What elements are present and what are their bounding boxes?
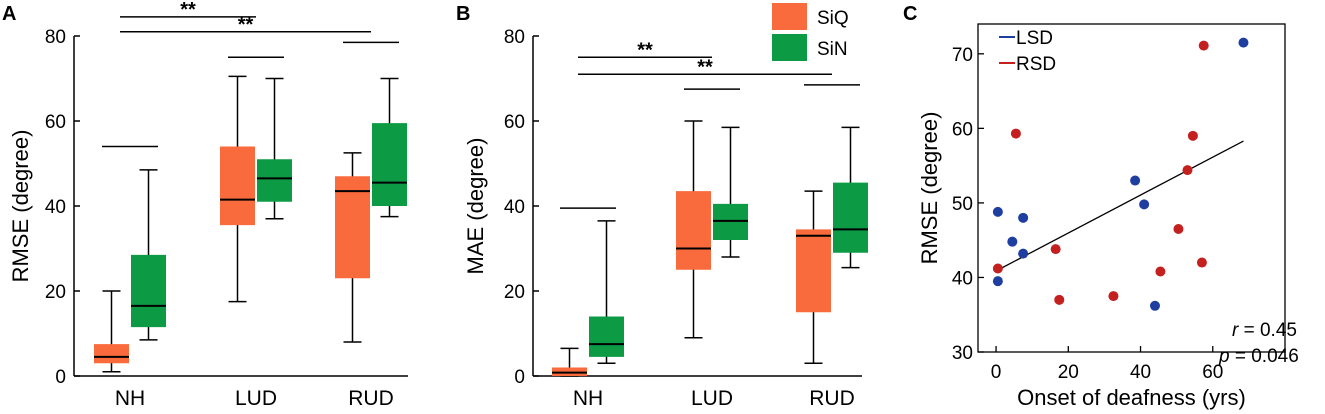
legend-swatch-siq bbox=[772, 3, 807, 30]
a-box-sin bbox=[131, 254, 166, 328]
c-point-rsd bbox=[1173, 224, 1184, 234]
c-x-tick-label: 0 bbox=[991, 362, 1002, 383]
stat-p: p = 0.046 bbox=[1218, 346, 1299, 367]
legend-label-rsd: RSD bbox=[1016, 54, 1056, 75]
c-x-axis-title: Onset of deafness (yrs) bbox=[1017, 385, 1246, 410]
a-y-tick-label: 80 bbox=[45, 27, 66, 48]
b-y-axis-title: MAE (degree) bbox=[463, 138, 488, 275]
c-y-tick-label: 50 bbox=[952, 194, 973, 215]
a-box-siq bbox=[94, 344, 129, 364]
legend-swatch-sin bbox=[772, 34, 807, 61]
c-point-lsd bbox=[992, 276, 1003, 287]
stat-p-value: = 0.046 bbox=[1230, 346, 1299, 367]
b-y-tick-label: 0 bbox=[514, 367, 525, 388]
c-point-lsd bbox=[1139, 199, 1150, 210]
b-box-siq bbox=[796, 229, 831, 313]
b-y-tick-label: 80 bbox=[504, 27, 525, 48]
c-point-rsd bbox=[1108, 291, 1119, 302]
c-point-lsd bbox=[1130, 175, 1141, 186]
a-y-tick-label: 40 bbox=[45, 197, 66, 218]
panel-letter-a: A bbox=[2, 3, 16, 25]
a-category-label: RUD bbox=[348, 387, 394, 410]
c-point-rsd bbox=[1155, 266, 1166, 277]
stat-p-label: p bbox=[1218, 346, 1230, 367]
panel-letter-c: C bbox=[903, 3, 917, 25]
c-fit-line bbox=[997, 140, 1244, 271]
c-y-axis-title: RMSE (degree) bbox=[917, 112, 942, 265]
c-point-rsd bbox=[1198, 40, 1209, 51]
panel-b: B 0 20 40 60 80 NH LUD RUD MAE (degree) ** ** SiQ … bbox=[456, 3, 868, 410]
a-box-sin bbox=[257, 159, 292, 202]
c-point-lsd bbox=[1238, 37, 1249, 48]
c-point-rsd bbox=[992, 263, 1003, 274]
panel-c: C 0 20 40 60 30 40 50 60 70 Onset of deafness (yr… bbox=[903, 3, 1299, 410]
panel-a-plot: 0 20 40 60 80 NH LUD RUD RMSE (degree) ** ** bbox=[8, 0, 408, 410]
a-y-axis-title: RMSE (degree) bbox=[8, 130, 33, 283]
a-significance-label: ** bbox=[180, 0, 196, 21]
stat-r: r = 0.45 bbox=[1232, 320, 1297, 341]
legend-label-lsd: LSD bbox=[1016, 28, 1053, 49]
c-x-tick-label: 40 bbox=[1130, 362, 1151, 383]
a-significance-label: ** bbox=[238, 14, 254, 36]
b-box-sin bbox=[833, 182, 868, 253]
c-y-tick-label: 40 bbox=[952, 268, 973, 289]
c-point-lsd bbox=[1018, 212, 1029, 223]
c-point-rsd bbox=[1054, 294, 1065, 305]
stat-r-value: = 0.45 bbox=[1238, 320, 1297, 341]
c-x-tick-label: 60 bbox=[1202, 362, 1223, 383]
c-point-lsd bbox=[1018, 248, 1029, 259]
b-box-sin bbox=[713, 203, 748, 240]
c-x-tick-label: 20 bbox=[1058, 362, 1079, 383]
b-significance-label: ** bbox=[697, 56, 713, 78]
a-category-label: LUD bbox=[235, 387, 277, 410]
a-category-label: NH bbox=[115, 387, 145, 410]
stat-r-label: r bbox=[1232, 320, 1239, 341]
c-plot-frame bbox=[977, 23, 1286, 353]
c-point-rsd bbox=[1187, 130, 1198, 141]
b-category-label: NH bbox=[573, 387, 603, 410]
b-y-tick-label: 40 bbox=[504, 197, 525, 218]
b-category-label: RUD bbox=[809, 387, 855, 410]
b-y-tick-label: 20 bbox=[504, 282, 525, 303]
c-y-tick-label: 70 bbox=[952, 45, 973, 66]
b-category-label: LUD bbox=[691, 387, 733, 410]
c-point-lsd bbox=[992, 206, 1003, 217]
legend-label-sin: SiN bbox=[817, 39, 848, 60]
legend-label-siq: SiQ bbox=[817, 8, 849, 29]
panel-a: A 0 20 40 60 80 NH LUD RUD RMSE (degree) ** ** bbox=[2, 0, 408, 410]
a-box-sin bbox=[372, 123, 407, 206]
a-y-tick-label: 0 bbox=[55, 367, 66, 388]
a-box-siq bbox=[335, 176, 370, 279]
c-y-tick-label: 60 bbox=[952, 119, 973, 140]
a-y-tick-label: 60 bbox=[45, 112, 66, 133]
c-point-lsd bbox=[1007, 236, 1018, 247]
legend-b: SiQ SiN bbox=[772, 3, 849, 61]
b-y-tick-label: 60 bbox=[504, 112, 525, 133]
a-box-siq bbox=[220, 146, 255, 226]
c-point-rsd bbox=[1050, 244, 1061, 255]
b-significance-label: ** bbox=[637, 39, 653, 61]
c-point-rsd bbox=[1010, 128, 1021, 139]
b-box-sin bbox=[589, 316, 624, 357]
c-point-rsd bbox=[1182, 165, 1193, 176]
a-y-tick-label: 20 bbox=[45, 282, 66, 303]
c-point-rsd bbox=[1196, 257, 1207, 268]
b-box-siq bbox=[676, 191, 711, 270]
c-y-tick-label: 30 bbox=[952, 343, 973, 364]
panel-c-plot: 0 20 40 60 30 40 50 60 70 Onset of deafness (yrs)… bbox=[917, 23, 1286, 410]
c-point-lsd bbox=[1149, 300, 1160, 311]
panel-b-plot: 0 20 40 60 80 NH LUD RUD MAE (degree) ** ** bbox=[463, 27, 868, 410]
panel-letter-b: B bbox=[456, 3, 470, 25]
legend-c: LSD RSD bbox=[999, 28, 1056, 75]
